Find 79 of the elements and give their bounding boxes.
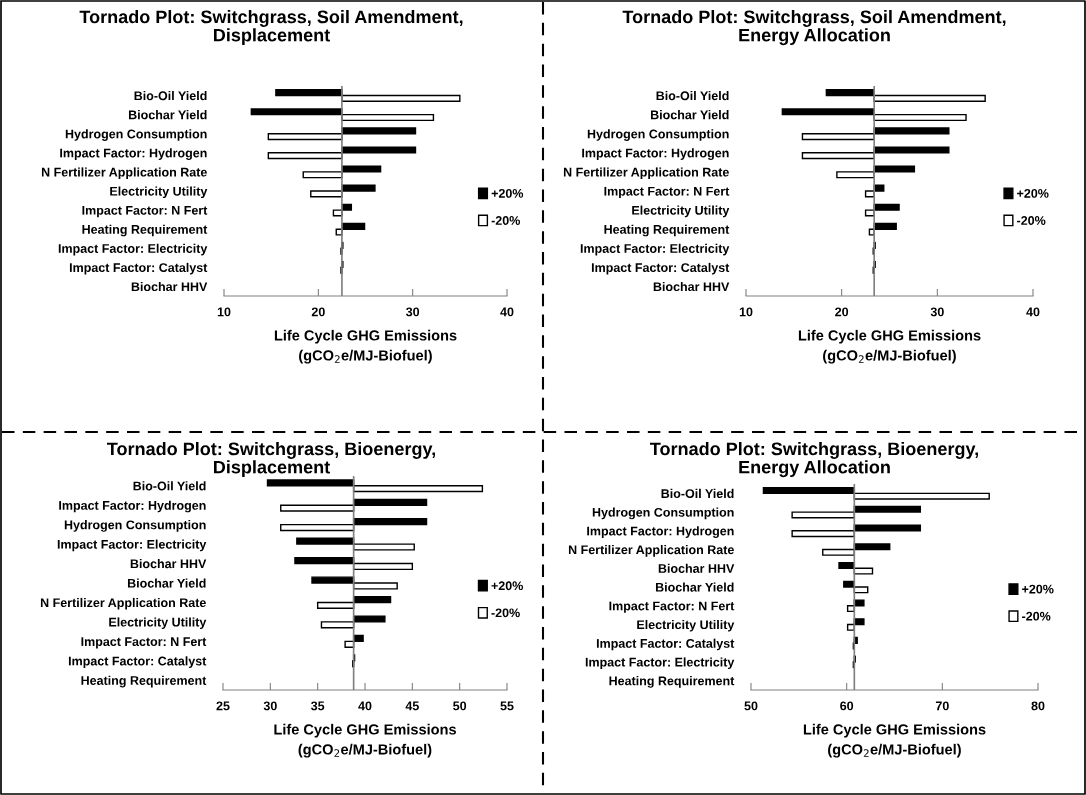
y-tick-label: Impact Factor: Catalyst (591, 262, 730, 275)
x-tick-label: 35 (311, 701, 325, 711)
y-tick-label: Impact Factor: N Fert (81, 637, 207, 649)
y-tick-label: Biochar Yield (127, 578, 206, 588)
y-tick-label: Hydrogen Consumption (592, 507, 734, 520)
x-tick-label: 10 (739, 307, 753, 317)
y-tick-label: Heating Requirement (82, 224, 208, 237)
legend-label: +20% (1022, 584, 1054, 594)
y-tick-label: Heating Requirement (609, 676, 735, 688)
y-tick-label: Biochar HHV (658, 563, 735, 573)
x-tick-label: 40 (358, 701, 372, 711)
x-axis-title: Life Cycle GHG Emissions (gCO$_{2}$e/MJ-Biofuel) (274, 723, 456, 758)
legend-label: +20% (1017, 188, 1049, 198)
y-tick-label: Bio-Oil Yield (134, 91, 207, 101)
y-tick-label: Electricity Utility (637, 619, 735, 632)
x-tick-label: 10 (217, 307, 231, 317)
y-tick-label: Biochar Yield (650, 110, 729, 120)
y-tick-label: Biochar Yield (128, 110, 207, 120)
chart-title: Tornado Plot: Switchgrass, Soil Amendment, Energy Allocation (622, 10, 1006, 46)
x-tick-label: 30 (406, 307, 420, 317)
y-tick-label: Hydrogen Consumption (65, 129, 207, 141)
y-tick-label: Bio-Oil Yield (661, 488, 734, 499)
x-tick-label: 40 (500, 307, 514, 317)
y-tick-label: Impact Factor: Hydrogen (582, 148, 729, 160)
x-tick-label: 40 (1026, 307, 1040, 317)
y-tick-label: Biochar Yield (655, 582, 734, 592)
y-tick-label: N Fertilizer Application Rate (41, 167, 207, 180)
y-tick-label: Impact Factor: Electricity (58, 243, 208, 256)
y-tick-label: Bio-Oil Yield (656, 91, 729, 101)
y-tick-label: Impact Factor: Catalyst (596, 638, 735, 651)
x-tick-label: 25 (216, 701, 230, 711)
chart-title: Tornado Plot: Switchgrass, Soil Amendment, Displacement (79, 10, 463, 46)
legend-label: +20% (491, 581, 523, 591)
y-tick-label: N Fertilizer Application Rate (568, 545, 734, 557)
y-tick-label: Impact Factor: N Fert (82, 206, 208, 218)
legend-label: +20% (491, 188, 524, 198)
y-tick-label: Impact Factor: Hydrogen (587, 526, 734, 538)
legend-label: -20% (1017, 216, 1046, 225)
y-tick-label: Electricity Utility (632, 205, 730, 218)
y-tick-label: Biochar HHV (653, 281, 730, 292)
chart-title: Tornado Plot: Switchgrass, Bioenergy, Energy Allocation (650, 442, 979, 478)
legend-label: -20% (491, 216, 520, 225)
y-tick-label: Bio-Oil Yield (133, 481, 206, 491)
y-tick-label: Impact Factor: N Fert (604, 186, 730, 199)
y-tick-label: Heating Requirement (604, 224, 730, 237)
x-tick-label: 50 (744, 701, 758, 711)
x-tick-label: 80 (1031, 701, 1045, 711)
x-tick-label: 30 (930, 307, 944, 317)
x-tick-label: 30 (263, 701, 277, 711)
x-tick-label: 20 (311, 307, 325, 317)
y-tick-label: Impact Factor: Electricity (585, 657, 735, 670)
y-tick-label: Hydrogen Consumption (587, 129, 729, 141)
x-tick-label: 50 (453, 701, 467, 711)
x-axis-title: Life Cycle GHG Emissions (gCO$_{2}$e/MJ-Biofuel) (274, 329, 457, 364)
y-tick-label: Electricity Utility (110, 186, 208, 199)
y-tick-label: Electricity Utility (109, 617, 207, 630)
y-tick-label: Impact Factor: N Fert (609, 601, 735, 613)
x-tick-label: 70 (935, 701, 949, 711)
y-tick-label: Impact Factor: Electricity (57, 539, 207, 552)
x-tick-label: 45 (405, 701, 419, 711)
y-tick-label: Biochar HHV (131, 281, 208, 292)
y-tick-label: Biochar HHV (130, 559, 207, 569)
y-tick-label: Impact Factor: Catalyst (69, 262, 208, 275)
x-tick-label: 60 (840, 701, 854, 711)
y-tick-label: Impact Factor: Hydrogen (60, 148, 207, 160)
x-axis-title: Life Cycle GHG Emissions (gCO$_{2}$e/MJ-Biofuel) (803, 723, 986, 758)
y-tick-label: Impact Factor: Hydrogen (59, 500, 206, 513)
x-tick-label: 20 (835, 307, 849, 317)
legend-label: -20% (491, 608, 520, 618)
y-tick-label: Heating Requirement (81, 675, 207, 688)
y-tick-label: Impact Factor: Electricity (580, 243, 730, 256)
x-axis-title: Life Cycle GHG Emissions (gCO$_{2}$e/MJ-Biofuel) (798, 329, 981, 364)
x-tick-label: 55 (500, 701, 514, 711)
y-tick-label: Impact Factor: Catalyst (68, 656, 207, 668)
y-tick-label: Hydrogen Consumption (64, 520, 206, 532)
y-tick-label: N Fertilizer Application Rate (40, 597, 206, 610)
legend-label: -20% (1022, 611, 1051, 621)
y-tick-label: N Fertilizer Application Rate (563, 167, 729, 180)
chart-title: Tornado Plot: Switchgrass, Bioenergy, Displacement (107, 442, 436, 478)
